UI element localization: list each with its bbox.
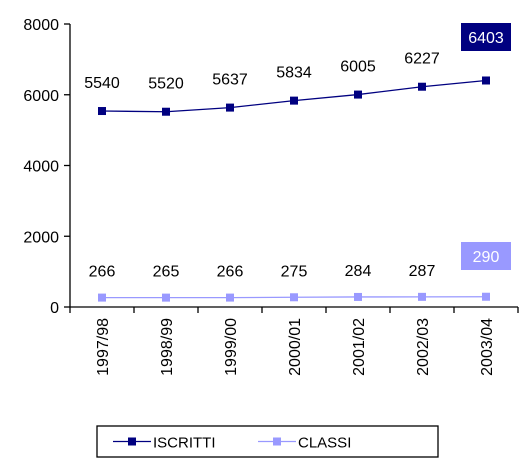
x-tick-label: 2001/02 [351, 318, 368, 376]
data-point-iscritti [482, 76, 490, 85]
data-point-iscritti [98, 107, 106, 116]
data-point-classi [418, 292, 426, 301]
x-axis: 1997/98 1998/99 1999/00 2000/01 2001/02 2002/… [69, 306, 519, 376]
data-label: 265 [153, 264, 180, 281]
y-tick-label: 8000 [23, 17, 59, 34]
data-point-classi [162, 293, 170, 302]
data-label: 275 [281, 263, 308, 280]
data-point-iscritti [226, 103, 234, 112]
highlight-label-box [461, 23, 511, 51]
y-tick-label: 2000 [23, 229, 59, 246]
data-point-iscritti [354, 90, 362, 99]
series-layer [98, 76, 490, 302]
data-label: 266 [89, 264, 116, 281]
x-tick-label: 2000/01 [287, 318, 304, 376]
y-axis: 0 2000 4000 6000 8000 [23, 17, 71, 317]
data-point-classi [354, 292, 362, 301]
legend: ISCRITTI CLASSI [96, 425, 439, 458]
data-label: 5540 [84, 75, 120, 92]
legend-label-classi: CLASSI [298, 435, 351, 452]
legend-marker-classi [273, 437, 281, 446]
data-label: 5520 [148, 76, 184, 93]
legend-marker-iscritti [128, 437, 136, 446]
y-tick-label: 6000 [23, 88, 59, 105]
data-label: 6005 [340, 59, 376, 76]
data-label: 284 [345, 263, 372, 280]
highlight-label-box [461, 242, 511, 270]
data-point-iscritti [418, 82, 426, 91]
data-label: 266 [217, 264, 244, 281]
data-point-iscritti [162, 107, 170, 116]
data-label: 6227 [404, 51, 440, 68]
x-tick-label: 2002/03 [415, 318, 432, 376]
x-tick-label: 2003/04 [479, 318, 496, 376]
data-point-classi [290, 293, 298, 302]
data-label: 6403 [468, 30, 504, 47]
legend-label-iscritti: ISCRITTI [153, 435, 216, 452]
data-label: 5834 [276, 65, 312, 82]
data-label: 290 [473, 249, 500, 266]
x-tick-label: 1999/00 [223, 318, 240, 376]
data-point-classi [98, 293, 106, 302]
x-tick-label: 1998/99 [159, 318, 176, 376]
data-point-iscritti [290, 96, 298, 105]
data-label: 5637 [212, 72, 248, 89]
data-point-classi [226, 293, 234, 302]
x-tick-label: 1997/98 [95, 318, 112, 376]
y-tick-label: 4000 [23, 159, 59, 176]
data-point-classi [482, 292, 490, 301]
data-label: 287 [409, 263, 436, 280]
y-tick-label: 0 [50, 300, 59, 317]
data-labels: 5540 5520 5637 5834 6005 6227 6403 266 265 266 275… [84, 23, 511, 281]
